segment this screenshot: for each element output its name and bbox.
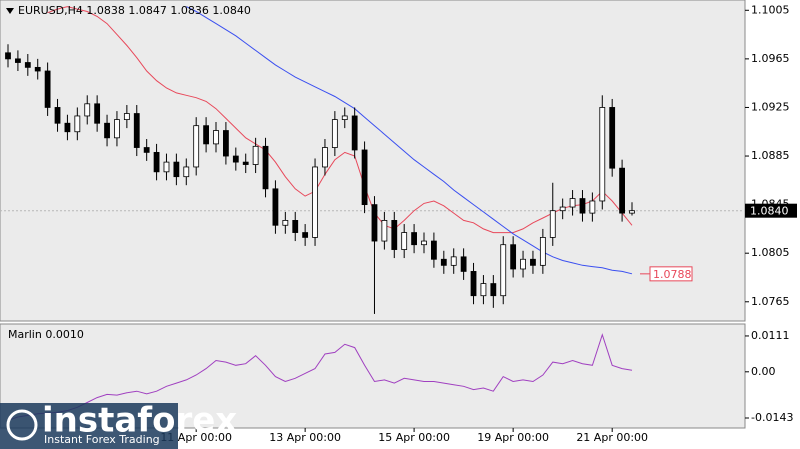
candle-body: [133, 113, 140, 148]
candle-body: [609, 107, 616, 169]
indicator-title: Marlin 0.0010: [8, 328, 84, 341]
indicator-tick-label: 0.0111: [751, 329, 790, 342]
candle-body: [490, 283, 497, 297]
candle-body: [559, 206, 566, 212]
candle-body: [302, 232, 309, 238]
watermark-tagline: Instant Forex Trading: [44, 433, 160, 446]
y-tick-label: 1.0805: [751, 246, 790, 259]
ma-label: 1.0788: [653, 268, 692, 281]
candle-body: [569, 198, 576, 208]
candle-body: [232, 155, 239, 163]
indicator-line: [7, 333, 633, 421]
candle-body: [114, 119, 120, 139]
candle-body: [282, 220, 289, 226]
x-tick-label: 11 Apr 00:00: [160, 431, 232, 444]
candle-body: [520, 258, 526, 270]
candle-body: [331, 119, 338, 148]
candle-body: [252, 145, 259, 165]
candle-body: [510, 244, 517, 270]
candle-body: [153, 151, 160, 173]
candle-body: [15, 58, 21, 63]
menu-arrow: [6, 8, 14, 14]
candle-body: [54, 107, 61, 124]
candle-body: [163, 161, 170, 173]
candle-body: [34, 66, 41, 72]
price-panel: [0, 0, 746, 322]
candle-body: [549, 210, 556, 238]
watermark-box: [0, 403, 178, 449]
ma-label-box: [649, 266, 693, 282]
candle-body: [341, 115, 348, 120]
candle-body: [262, 145, 269, 190]
candle-body: [322, 147, 328, 168]
x-tick-label: 13 Apr 00:00: [269, 431, 341, 444]
moving-average: [47, 6, 633, 234]
y-tick-label: 1.0965: [751, 52, 790, 65]
candle-body: [460, 256, 467, 272]
candle-body: [312, 166, 318, 238]
candle-body: [193, 125, 200, 168]
candle-body: [64, 122, 71, 133]
plot: [0, 6, 745, 421]
candle-body: [223, 130, 229, 157]
candle-body: [470, 271, 477, 297]
candle-body: [579, 198, 586, 214]
candle-body: [213, 130, 219, 145]
candle-body: [431, 240, 437, 260]
candle-body: [104, 122, 110, 139]
candle-body: [123, 113, 130, 120]
y-tick-label: 1.1005: [751, 3, 790, 16]
candle-body: [421, 240, 427, 246]
candle-body: [629, 210, 635, 214]
candle-body: [351, 115, 358, 151]
chart-title: EURUSD,H4 1.0838 1.0847 1.0836 1.0840: [18, 4, 251, 17]
candle-body: [589, 200, 596, 214]
candle-body: [5, 52, 11, 60]
candle-body: [44, 70, 51, 108]
y-tick-label: 1.0925: [751, 100, 790, 113]
candle-body: [74, 115, 81, 133]
watermark-brand: instaforex: [42, 401, 237, 441]
candle-body: [292, 220, 299, 233]
x-tick-label: 19 Apr 00:00: [477, 431, 549, 444]
candle-body: [381, 220, 388, 242]
indicator-tick-label: -0.0143: [751, 411, 793, 424]
candle-body: [24, 62, 31, 68]
candle-body: [183, 166, 190, 178]
moving-average: [186, 6, 633, 275]
candle-body: [361, 149, 368, 206]
candle-body: [94, 103, 101, 124]
candle-body: [272, 188, 279, 226]
candle-body: [500, 244, 507, 297]
last-price-box: [745, 203, 797, 218]
x-tick-label: 21 Apr 00:00: [576, 431, 648, 444]
candle-body: [173, 161, 180, 178]
y-tick-label: 1.0885: [751, 149, 790, 162]
x-tick-label: 15 Apr 00:00: [378, 431, 450, 444]
candle-body: [84, 103, 91, 117]
candle-body: [539, 237, 546, 266]
candle-body: [411, 232, 417, 246]
y-tick-label: 1.0765: [751, 295, 790, 308]
candle-body: [242, 161, 249, 165]
candle-body: [440, 258, 447, 266]
candle-body: [619, 167, 625, 214]
last-price-label: 1.0840: [750, 205, 789, 218]
candle-body: [450, 256, 457, 266]
candle-body: [480, 283, 487, 297]
indicator-tick-label: 0.00: [751, 365, 776, 378]
watermark-logo: [6, 409, 38, 441]
candle-body: [530, 258, 536, 266]
watermark: instaforex Instant Forex Trading: [0, 401, 237, 449]
candle-body: [143, 147, 150, 153]
candle-body: [599, 107, 606, 202]
candle-body: [401, 232, 408, 250]
candle-body: [391, 220, 398, 250]
candle-body: [371, 204, 378, 242]
candle-body: [203, 125, 209, 145]
